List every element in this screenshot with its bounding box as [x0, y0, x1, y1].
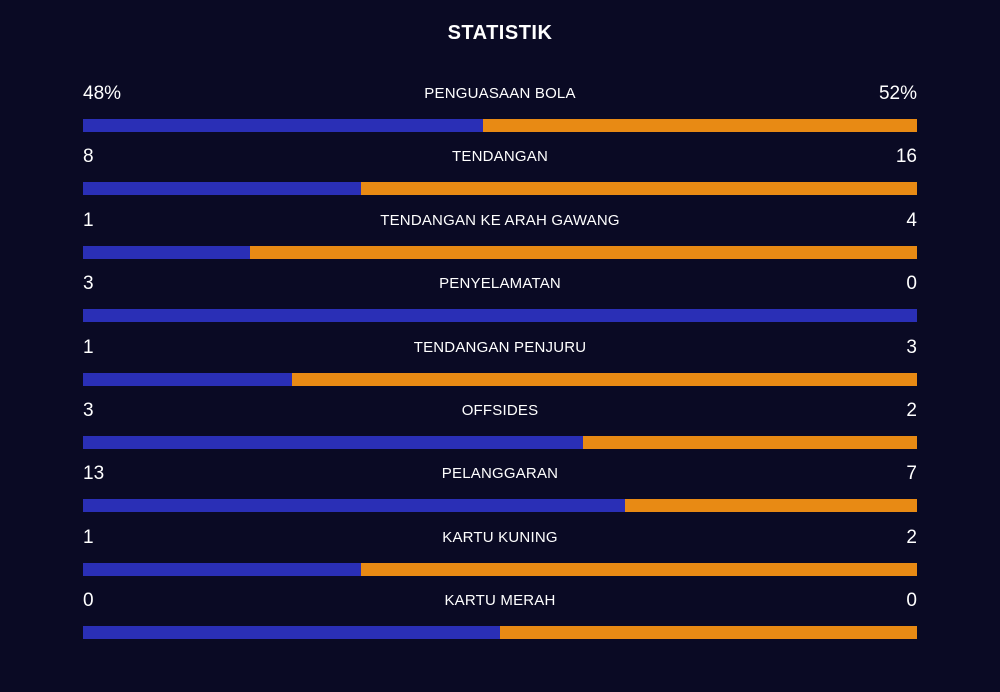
- away-fill: [291, 372, 917, 386]
- home-fill: [83, 245, 250, 259]
- comparison-bar: [83, 309, 917, 323]
- away-fill: [625, 499, 917, 513]
- comparison-bar: [83, 119, 917, 132]
- away-fill: [249, 245, 917, 259]
- home-fill: [83, 309, 917, 323]
- stat-row-corners: 1 TENDANGAN PENJURU 3: [83, 334, 917, 397]
- away-value: 4: [906, 209, 917, 231]
- away-value: 7: [906, 463, 917, 485]
- stat-label: KARTU KUNING: [442, 528, 558, 546]
- away-fill: [360, 182, 917, 196]
- stat-label: TENDANGAN PENJURU: [413, 338, 587, 356]
- comparison-bar: [83, 182, 917, 196]
- away-value: 16: [895, 146, 917, 168]
- home-fill: [83, 182, 361, 196]
- home-value: 13: [83, 463, 105, 485]
- page-title: STATISTIK: [447, 22, 553, 44]
- away-value: 52%: [878, 83, 917, 104]
- stat-label: KARTU MERAH: [444, 592, 556, 610]
- comparison-bar: [83, 372, 917, 386]
- stat-row-shots-on-target: 1 TENDANGAN KE ARAH GAWANG 4: [83, 207, 917, 270]
- home-value: 1: [83, 209, 94, 231]
- stat-label: PENGUASAAN BOLA: [424, 85, 576, 102]
- away-value: 2: [906, 526, 917, 548]
- comparison-bar: [83, 245, 917, 259]
- away-value: 0: [906, 590, 917, 612]
- stat-label: TENDANGAN: [452, 148, 548, 166]
- away-fill: [583, 435, 917, 449]
- home-fill: [83, 499, 626, 513]
- home-value: 3: [83, 399, 94, 421]
- stat-row-yellow-cards: 1 KARTU KUNING 2: [83, 524, 917, 587]
- away-fill: [360, 562, 917, 576]
- home-value: 3: [83, 273, 94, 295]
- home-value: 48%: [83, 83, 122, 104]
- stat-row-saves: 3 PENYELAMATAN 0: [83, 270, 917, 333]
- away-fill: [483, 119, 917, 132]
- away-value: 0: [906, 273, 917, 295]
- comparison-bar: [83, 626, 917, 640]
- home-value: 1: [83, 336, 94, 358]
- home-fill: [83, 626, 500, 640]
- stat-row-red-cards: 0 KARTU MERAH 0: [83, 587, 917, 650]
- home-fill: [83, 562, 361, 576]
- stat-label: OFFSIDES: [461, 401, 539, 419]
- home-fill: [83, 119, 484, 132]
- away-value: 3: [906, 336, 917, 358]
- home-value: 0: [83, 590, 94, 612]
- stat-row-possession: 48% PENGUASAAN BOLA 52%: [83, 80, 917, 143]
- comparison-bar: [83, 562, 917, 576]
- comparison-bar: [83, 435, 917, 449]
- comparison-bar: [83, 499, 917, 513]
- stat-label: PELANGGARAN: [441, 465, 559, 483]
- stat-row-offsides: 3 OFFSIDES 2: [83, 397, 917, 460]
- stat-label: TENDANGAN KE ARAH GAWANG: [380, 211, 620, 229]
- stat-row-shots: 8 TENDANGAN 16: [83, 143, 917, 206]
- away-value: 2: [906, 399, 917, 421]
- stat-label: PENYELAMATAN: [439, 275, 561, 293]
- stat-row-fouls: 13 PELANGGARAN 7: [83, 460, 917, 523]
- away-fill: [500, 626, 917, 640]
- home-value: 1: [83, 526, 94, 548]
- home-value: 8: [83, 146, 94, 168]
- home-fill: [83, 372, 292, 386]
- home-fill: [83, 435, 584, 449]
- stats-list: 48% PENGUASAAN BOLA 52% 8 TENDANGAN 16 1…: [83, 80, 917, 651]
